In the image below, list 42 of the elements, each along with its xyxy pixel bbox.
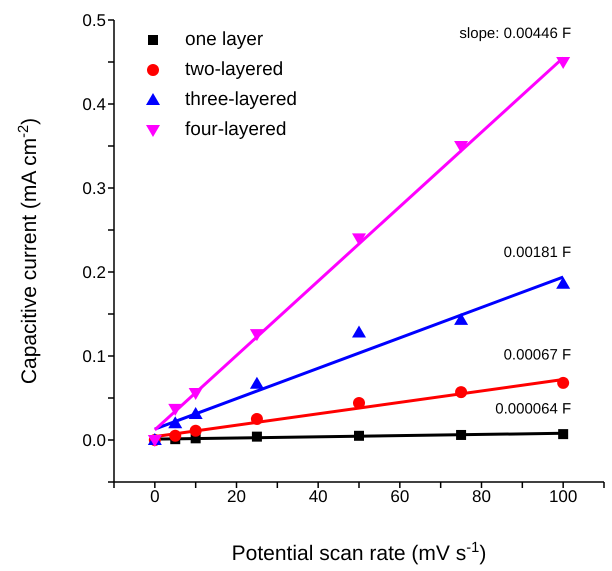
point [168, 404, 182, 416]
y-tick-label: 0.1 [82, 347, 106, 366]
annotation: 0.000064 F [495, 400, 572, 418]
legend-label: one layer [185, 28, 264, 52]
point [352, 325, 366, 338]
y-tick-label: 0.4 [82, 95, 106, 114]
y-tick-label: 0.3 [82, 179, 106, 198]
point [455, 386, 468, 398]
x-tick-label: 20 [227, 487, 246, 506]
point [352, 233, 366, 246]
x-tick-label: 0 [150, 487, 160, 506]
y-tick-label: 0.5 [82, 11, 106, 30]
point [454, 312, 468, 325]
x-tick-label: 40 [308, 487, 328, 506]
point [556, 57, 570, 69]
point [188, 406, 203, 419]
y-tick-label: 0.0 [82, 431, 106, 450]
point [190, 424, 202, 437]
point [168, 416, 182, 428]
annotation: slope: 0.00446 F [459, 24, 572, 42]
point [558, 429, 568, 440]
x-tick-label: 60 [390, 487, 410, 506]
legend-label: two-layered [185, 58, 284, 82]
point [354, 430, 364, 441]
point [557, 376, 570, 389]
legend-label: four-layered [185, 118, 286, 142]
legend-label: three-layered [185, 88, 297, 112]
point [188, 388, 203, 400]
point [456, 430, 466, 440]
point [250, 376, 264, 389]
annotation: 0.00181 F [504, 244, 572, 262]
point [250, 329, 264, 342]
x-tick-label: 80 [472, 487, 491, 506]
x-tick-label: 100 [548, 487, 578, 506]
point [250, 413, 263, 425]
x-axis-title: Potential scan rate (mV s$^{-1}$) [232, 540, 486, 565]
point [556, 276, 570, 289]
point [252, 432, 262, 442]
annotation: 0.00067 F [504, 346, 572, 364]
point [454, 141, 468, 153]
point [169, 430, 182, 442]
y-tick-label: 0.2 [82, 263, 106, 282]
